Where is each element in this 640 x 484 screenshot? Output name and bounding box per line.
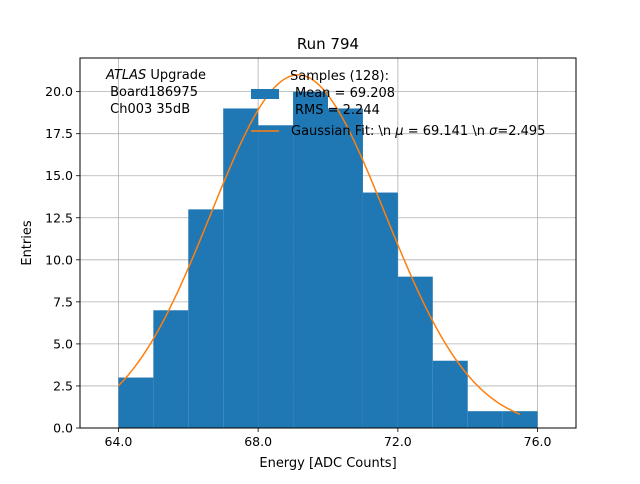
histogram-bar [467,411,503,428]
histogram-bar [258,125,294,428]
histogram-bar [118,377,154,428]
x-tick-label: 76.0 [524,434,552,449]
histogram-bar [328,108,363,429]
annotation-line-3: Ch003 35dB [106,102,190,117]
x-tick-label: 64.0 [105,434,133,449]
atlas-annotation: ATLAS Upgrade Board186975 Ch003 35dB [105,68,206,117]
gaussian-fit-curve [117,74,521,415]
y-tick-label: 12.5 [45,210,73,225]
histogram-bar [362,192,398,428]
x-tick-label: 72.0 [384,434,412,449]
legend-fit-suffix: =2.495 [497,124,545,139]
x-axis-label: Energy [ADC Counts] [259,456,396,471]
y-tick-label: 10.0 [45,252,73,267]
y-tick-label: 20.0 [45,84,73,99]
annotation-line-1: ATLAS Upgrade [105,68,206,83]
histogram-bar [502,411,538,428]
legend-hist-label-line-2: Mean = 69.208 [295,86,395,101]
histogram-bar [432,360,468,428]
histogram-bar [188,209,224,428]
histogram-bars [118,91,538,429]
axes-frame [79,57,577,429]
y-tick-label: 5.0 [53,336,73,351]
x-tick-label: 68.0 [244,434,272,449]
histogram-bar [293,91,328,429]
histogram-bar [223,108,259,429]
legend-fit-prefix: Gaussian Fit: \n [291,124,395,139]
histogram-bar [153,310,189,428]
legend-fit-sigma: σ [489,124,498,139]
y-tick-label: 0.0 [53,421,73,436]
y-tick-label: 2.5 [53,378,73,393]
histogram-bar [397,276,433,428]
legend-hist-swatch [251,89,279,99]
legend: Samples (128): Mean = 69.208 RMS = 2.244… [251,69,545,139]
y-axis-label: Entries [20,220,35,266]
y-tick-label: 7.5 [53,294,73,309]
y-tick-label: 17.5 [45,126,73,141]
y-axis-ticks: 0.0 2.5 5.0 7.5 10.0 12.5 15.0 17.5 20.0 [45,84,80,436]
legend-fit-label: Gaussian Fit: \n μ = 69.141 \n σ=2.495 [291,124,545,139]
legend-hist-label-line-3: RMS = 2.244 [295,103,380,118]
chart-title: Run 794 [297,35,359,53]
x-axis-ticks: 64.0 68.0 72.0 76.0 [105,428,552,449]
annotation-line-2: Board186975 [106,85,198,100]
annotation-atlas: ATLAS [105,68,146,83]
legend-hist-label-line-1: Samples (128): [290,69,389,84]
annotation-upgrade: Upgrade [146,68,206,83]
legend-fit-mu: μ [394,124,403,139]
y-tick-label: 15.0 [45,168,73,183]
legend-fit-mid: = 69.141 \n [404,124,490,139]
